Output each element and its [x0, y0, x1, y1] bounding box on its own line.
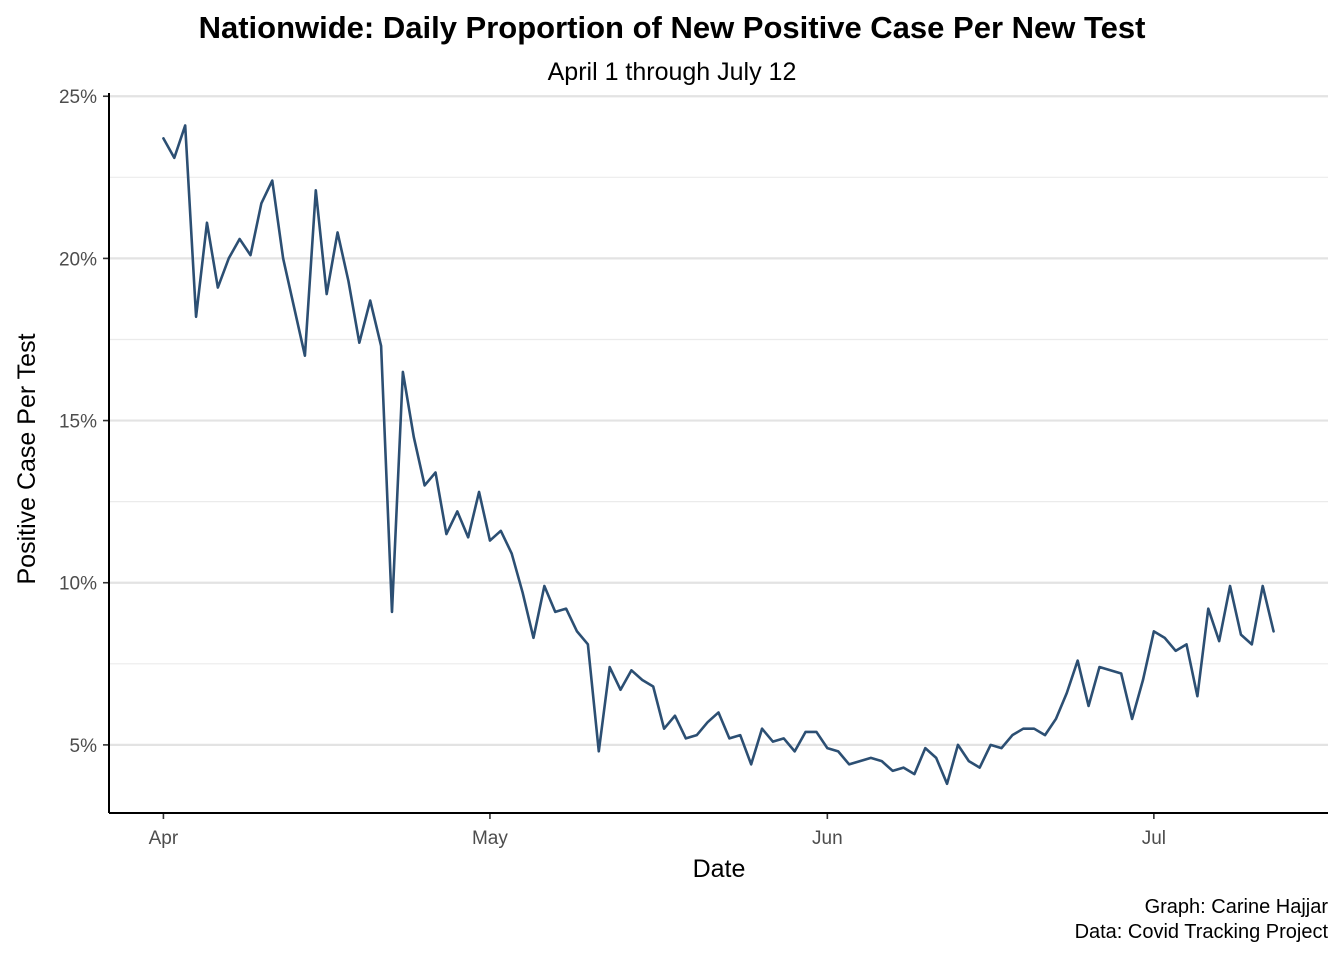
x-tick-label-1: May — [472, 828, 508, 849]
x-tick-label-2: Jun — [812, 828, 843, 849]
y-tick-label-1: 10% — [59, 574, 97, 595]
series-line-0 — [162, 124, 1275, 786]
y-tick-label-4: 25% — [59, 87, 97, 108]
x-tick-label-3: Jul — [1142, 828, 1166, 849]
series-layer — [162, 124, 1275, 786]
gridlines — [109, 95, 1328, 746]
axes: 5% 10% 15% 20% 25% Apr May Jun Jul — [59, 87, 1328, 849]
chart-subtitle: April 1 through July 12 — [547, 58, 797, 86]
caption-data-credit: Data: Covid Tracking Project — [1074, 921, 1328, 943]
y-tick-label-0: 5% — [70, 736, 98, 757]
x-axis-title: Date — [693, 855, 746, 883]
x-tick-label-0: Apr — [149, 828, 179, 849]
y-tick-label-2: 15% — [59, 412, 97, 433]
y-axis-title: Positive Case Per Test — [13, 333, 41, 584]
caption-graph-credit: Graph: Carine Hajjar — [1144, 896, 1328, 918]
y-tick-label-3: 20% — [59, 249, 97, 270]
chart-title: Nationwide: Daily Proportion of New Posi… — [198, 10, 1146, 45]
